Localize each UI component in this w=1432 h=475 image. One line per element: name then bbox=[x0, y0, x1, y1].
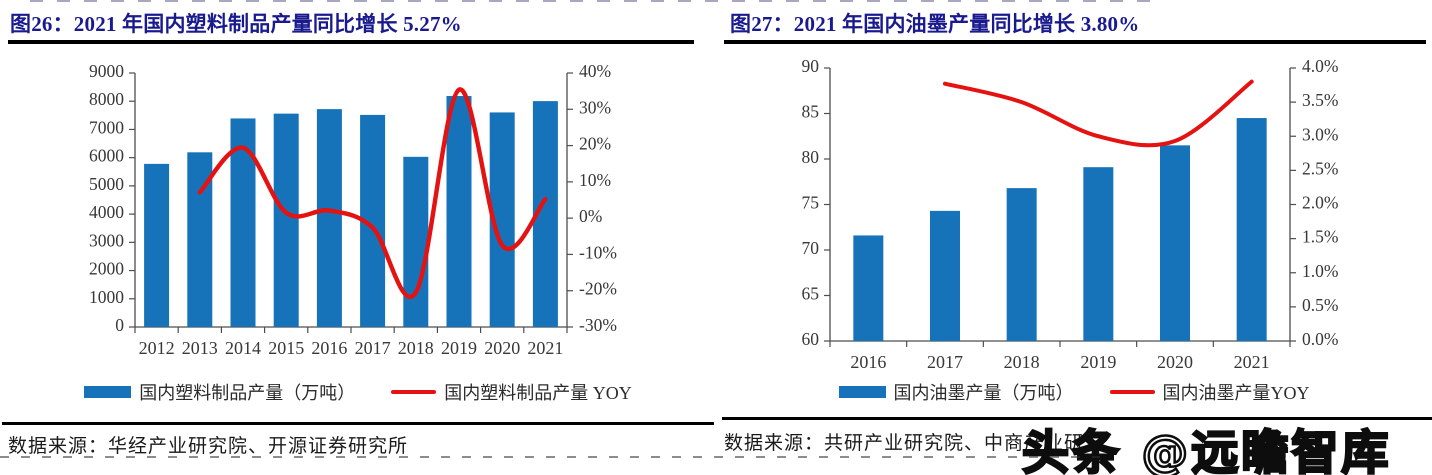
svg-text:2019: 2019 bbox=[1080, 352, 1116, 372]
figure27-source-rule bbox=[722, 417, 1432, 420]
figure26-title-rule bbox=[8, 40, 694, 44]
svg-text:2.0%: 2.0% bbox=[1302, 193, 1338, 213]
svg-text:4.0%: 4.0% bbox=[1302, 56, 1338, 76]
line-swatch-icon bbox=[391, 390, 437, 394]
svg-text:2015: 2015 bbox=[268, 338, 304, 358]
svg-text:65: 65 bbox=[802, 284, 820, 304]
svg-text:1.5%: 1.5% bbox=[1302, 227, 1338, 247]
svg-text:1000: 1000 bbox=[89, 287, 124, 307]
legend-item-ink-output: 国内油墨产量（万吨） bbox=[838, 379, 1074, 405]
ink-production-chart: 90 85 80 75 70 65 60 4.0% 3.5% 3.0% 2.5% 2.0% 1.5% 1.… bbox=[802, 56, 1339, 372]
svg-text:8000: 8000 bbox=[89, 89, 124, 109]
svg-text:2019: 2019 bbox=[441, 338, 477, 358]
svg-text:2021: 2021 bbox=[1234, 352, 1270, 372]
svg-text:9000: 9000 bbox=[89, 61, 124, 81]
legend-item-ink-yoy: 国内油墨产量YOY bbox=[1109, 379, 1310, 405]
svg-text:-10%: -10% bbox=[579, 242, 617, 262]
svg-text:3.5%: 3.5% bbox=[1302, 90, 1338, 110]
line-swatch-icon bbox=[1109, 390, 1155, 394]
svg-text:0%: 0% bbox=[579, 206, 602, 226]
figure26-title: 图26：2021 年国内塑料制品产量同比增长 5.27% bbox=[10, 12, 462, 36]
svg-text:30%: 30% bbox=[579, 97, 611, 117]
figure27-title: 图27：2021 年国内油墨产量同比增长 3.80% bbox=[730, 12, 1140, 36]
legend-item-plastic-yoy: 国内塑料制品产量 YOY bbox=[391, 379, 632, 405]
svg-text:90: 90 bbox=[802, 56, 820, 76]
bar-swatch-icon bbox=[84, 386, 132, 398]
svg-text:40%: 40% bbox=[579, 61, 611, 81]
cropped-text-artifact-top bbox=[30, 0, 1150, 2]
svg-text:2012: 2012 bbox=[139, 338, 175, 358]
legend-label: 国内油墨产量YOY bbox=[1162, 383, 1310, 403]
svg-text:20%: 20% bbox=[579, 134, 611, 154]
svg-text:3.0%: 3.0% bbox=[1302, 124, 1338, 144]
legend-label: 国内塑料制品产量（万吨） bbox=[139, 383, 356, 403]
svg-text:2018: 2018 bbox=[1004, 352, 1040, 372]
svg-text:0.5%: 0.5% bbox=[1302, 295, 1338, 315]
svg-text:2014: 2014 bbox=[225, 338, 261, 358]
svg-text:2017: 2017 bbox=[927, 352, 963, 372]
svg-text:85: 85 bbox=[802, 102, 820, 122]
svg-text:2017: 2017 bbox=[355, 338, 391, 358]
svg-text:60: 60 bbox=[802, 329, 820, 349]
svg-text:5000: 5000 bbox=[89, 174, 124, 194]
plastic-production-chart: 9000 8000 7000 6000 5000 4000 3000 2000 1000 0 40%… bbox=[89, 61, 617, 358]
legend-label: 国内塑料制品产量 YOY bbox=[444, 383, 632, 403]
svg-text:70: 70 bbox=[802, 238, 820, 258]
svg-text:2020: 2020 bbox=[1157, 352, 1193, 372]
svg-text:1.0%: 1.0% bbox=[1302, 261, 1338, 281]
svg-text:4000: 4000 bbox=[89, 202, 124, 222]
svg-text:-30%: -30% bbox=[579, 315, 617, 335]
toutiao-watermark: 头条 @远瞻智库 bbox=[1021, 425, 1392, 475]
legend-label: 国内油墨产量（万吨） bbox=[893, 383, 1074, 403]
svg-text:2016: 2016 bbox=[850, 352, 886, 372]
legend-item-plastic-output: 国内塑料制品产量（万吨） bbox=[84, 379, 355, 405]
svg-text:-20%: -20% bbox=[579, 279, 617, 299]
bar-swatch-icon bbox=[838, 386, 886, 398]
svg-text:7000: 7000 bbox=[89, 117, 124, 137]
figure27-title-rule bbox=[724, 40, 1426, 44]
figure26-source-rule bbox=[2, 422, 714, 425]
figure26-source: 数据来源：华经产业研究院、开源证券研究所 bbox=[8, 436, 409, 457]
svg-text:2013: 2013 bbox=[182, 338, 218, 358]
svg-text:0: 0 bbox=[115, 315, 124, 335]
svg-text:0.0%: 0.0% bbox=[1302, 329, 1338, 349]
svg-text:3000: 3000 bbox=[89, 230, 124, 250]
svg-text:2021: 2021 bbox=[527, 338, 563, 358]
figure27-source: 数据来源：共研产业研究院、中商产业研 bbox=[724, 433, 1085, 454]
svg-text:2000: 2000 bbox=[89, 259, 124, 279]
svg-text:75: 75 bbox=[802, 193, 820, 213]
svg-text:10%: 10% bbox=[579, 170, 611, 190]
svg-text:2018: 2018 bbox=[398, 338, 434, 358]
svg-text:2.5%: 2.5% bbox=[1302, 158, 1338, 178]
figure26-legend: 国内塑料制品产量（万吨） 国内塑料制品产量 YOY bbox=[0, 379, 716, 405]
svg-text:2020: 2020 bbox=[484, 338, 520, 358]
svg-text:80: 80 bbox=[802, 147, 820, 167]
svg-text:6000: 6000 bbox=[89, 146, 124, 166]
figure27-legend: 国内油墨产量（万吨） 国内油墨产量YOY bbox=[716, 379, 1432, 405]
svg-text:2016: 2016 bbox=[311, 338, 347, 358]
